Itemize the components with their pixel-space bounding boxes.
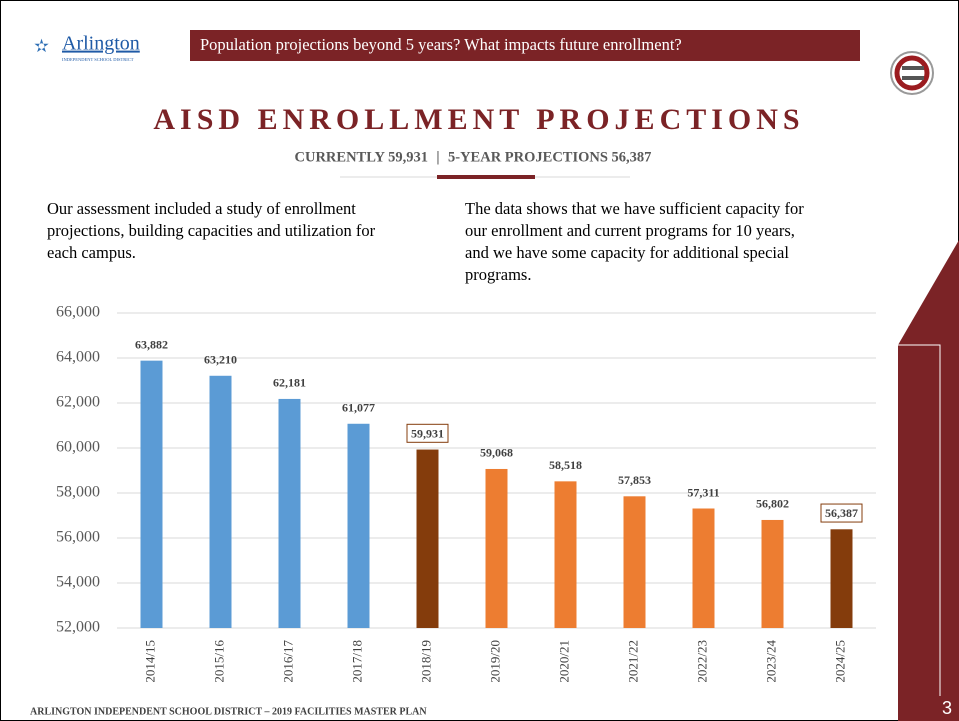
x-tick-label: 2018/19 [418, 640, 433, 683]
footer: ARLINGTON INDEPENDENT SCHOOL DISTRICT – … [30, 706, 427, 717]
subtitle-separator: | [436, 149, 439, 165]
page-number: 3 [942, 698, 952, 718]
y-tick-label: 54,000 [56, 574, 100, 591]
logo: ✫ Arlington INDEPENDENT SCHOOL DISTRICT [34, 33, 140, 62]
x-tick-label: 2015/16 [211, 640, 226, 683]
side-frame [898, 344, 941, 700]
value-label: 57,853 [618, 473, 651, 487]
logo-text: Arlington [62, 33, 140, 55]
value-label: 59,068 [480, 446, 513, 460]
y-tick-label: 64,000 [56, 349, 100, 366]
y-tick-label: 62,000 [56, 394, 100, 411]
x-tick-label: 2020/21 [556, 640, 571, 683]
y-tick-label: 60,000 [56, 439, 100, 456]
side-decoration [898, 240, 959, 721]
subtitle-right: 5-YEAR PROJECTIONS 56,387 [448, 149, 651, 165]
bar [623, 496, 646, 628]
bar [830, 529, 853, 628]
bar [209, 375, 232, 628]
value-label: 63,882 [135, 337, 168, 351]
value-label-box [406, 423, 449, 443]
value-label: 62,181 [273, 376, 306, 390]
paragraph-line: Our assessment included a study of enrol… [47, 199, 356, 218]
y-tick-label: 52,000 [56, 619, 100, 636]
bar [761, 519, 784, 628]
x-tick-label: 2021/22 [625, 640, 640, 683]
right-logo [890, 51, 934, 95]
bar [485, 468, 508, 628]
title: AISD ENROLLMENT PROJECTIONS [153, 103, 804, 136]
logo-subtext: INDEPENDENT SCHOOL DISTRICT [62, 57, 134, 62]
bar [140, 360, 163, 628]
value-label: 57,311 [687, 485, 719, 499]
paragraph-line: projections, building capacities and uti… [47, 221, 376, 240]
bar [692, 508, 715, 628]
paragraph-line: each campus. [47, 243, 136, 262]
x-tick-label: 2019/20 [487, 640, 502, 683]
value-label: 56,802 [756, 497, 789, 511]
paragraph-line: programs. [465, 265, 531, 284]
paragraph-line: and we have some capacity for additional… [465, 243, 789, 262]
page-number-box [932, 696, 959, 721]
bar [416, 449, 439, 628]
x-tick-label: 2017/18 [349, 640, 364, 683]
bar [278, 398, 301, 628]
value-label: 56,387 [825, 506, 858, 520]
divider-accent [437, 175, 535, 179]
paragraph-line: our enrollment and current programs for … [465, 221, 795, 240]
value-label: 59,931 [411, 426, 444, 440]
x-tick-label: 2022/23 [694, 640, 709, 683]
value-label-box [820, 503, 863, 523]
y-tick-label: 56,000 [56, 529, 100, 546]
banner-text: Population projections beyond 5 years? W… [200, 35, 682, 54]
x-tick-label: 2024/25 [832, 640, 847, 683]
subtitle-left: CURRENTLY 59,931 [295, 149, 428, 165]
x-tick-label: 2014/15 [142, 640, 157, 683]
value-label: 61,077 [342, 401, 375, 415]
value-label: 63,210 [204, 353, 237, 367]
value-label: 58,518 [549, 458, 582, 472]
y-tick-label: 58,000 [56, 484, 100, 501]
x-tick-label: 2023/24 [763, 640, 778, 683]
bar [554, 481, 577, 628]
y-tick-label: 66,000 [56, 304, 100, 321]
logo-star: ✫ [34, 36, 49, 56]
paragraph-line: The data shows that we have sufficient c… [465, 199, 804, 218]
bar [347, 423, 370, 628]
banner [190, 30, 860, 61]
x-tick-label: 2016/17 [280, 640, 295, 683]
